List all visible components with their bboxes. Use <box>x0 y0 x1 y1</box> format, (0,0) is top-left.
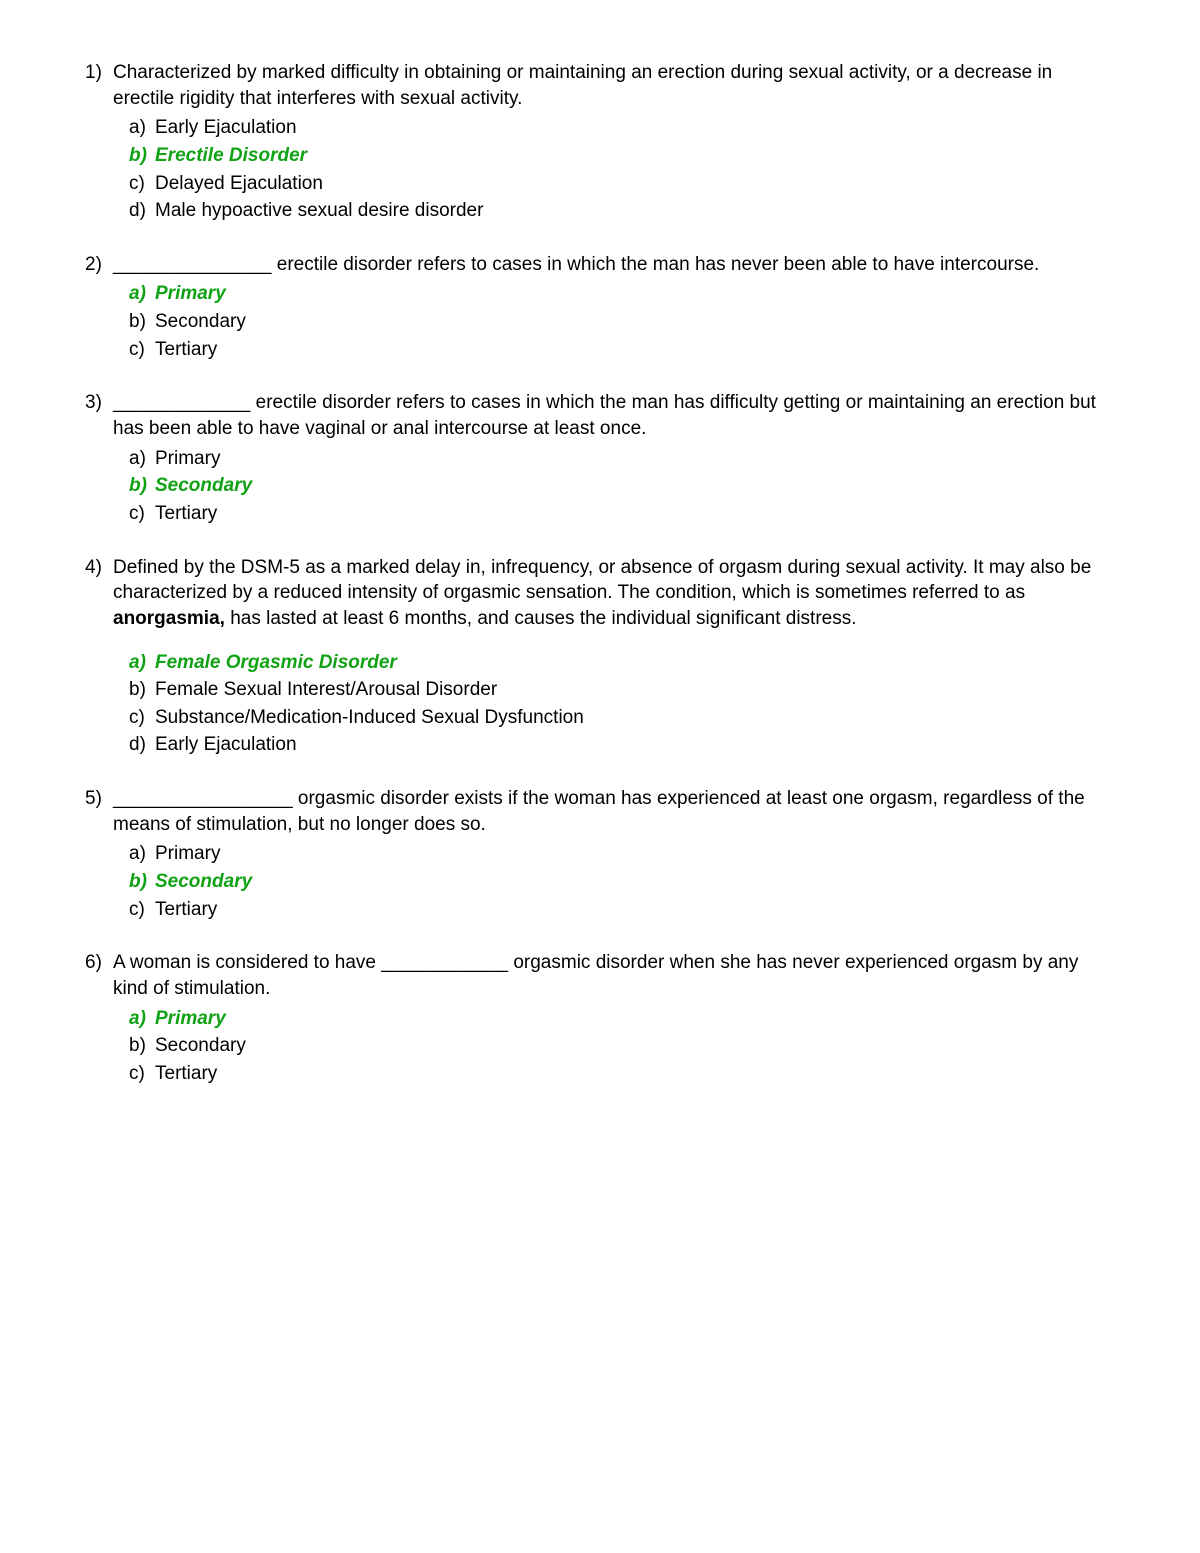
option-letter: c) <box>129 501 155 527</box>
question-stem: 3)_____________ erectile disorder refers… <box>85 390 1110 441</box>
option-a: a)Primary <box>129 281 1110 307</box>
options-list: a)Female Orgasmic Disorderb)Female Sexua… <box>129 650 1110 759</box>
option-a: a)Female Orgasmic Disorder <box>129 650 1110 676</box>
option-letter: d) <box>129 732 155 758</box>
question-stem: 6)A woman is considered to have ________… <box>85 950 1110 1001</box>
option-letter: c) <box>129 337 155 363</box>
options-list: a)Early Ejaculationb)Erectile Disorderc)… <box>129 115 1110 224</box>
option-text: Erectile Disorder <box>155 143 1110 169</box>
question-stem: 2)_______________ erectile disorder refe… <box>85 252 1110 278</box>
question-5: 5)_________________ orgasmic disorder ex… <box>85 786 1110 922</box>
question-number: 6) <box>85 950 113 976</box>
option-b: b)Secondary <box>129 473 1110 499</box>
option-text: Secondary <box>155 1033 1110 1059</box>
option-c: c)Tertiary <box>129 897 1110 923</box>
question-number: 4) <box>85 555 113 581</box>
option-c: c)Tertiary <box>129 337 1110 363</box>
option-text: Delayed Ejaculation <box>155 171 1110 197</box>
options-list: a)Primaryb)Secondaryc)Tertiary <box>129 841 1110 922</box>
question-number: 2) <box>85 252 113 278</box>
question-number: 1) <box>85 60 113 86</box>
option-text: Primary <box>155 281 1110 307</box>
option-a: a)Primary <box>129 1006 1110 1032</box>
quiz-container: 1)Characterized by marked difficulty in … <box>85 60 1110 1087</box>
option-c: c)Substance/Medication-Induced Sexual Dy… <box>129 705 1110 731</box>
option-letter: b) <box>129 1033 155 1059</box>
option-text: Tertiary <box>155 1061 1110 1087</box>
options-list: a)Primaryb)Secondaryc)Tertiary <box>129 1006 1110 1087</box>
option-letter: a) <box>129 115 155 141</box>
option-b: b)Female Sexual Interest/Arousal Disorde… <box>129 677 1110 703</box>
option-text: Secondary <box>155 869 1110 895</box>
option-letter: b) <box>129 677 155 703</box>
option-letter: b) <box>129 309 155 335</box>
spacer <box>85 632 1110 646</box>
option-text: Male hypoactive sexual desire disorder <box>155 198 1110 224</box>
option-text: Primary <box>155 841 1110 867</box>
option-letter: a) <box>129 446 155 472</box>
question-text: Defined by the DSM-5 as a marked delay i… <box>113 555 1110 632</box>
question-number: 3) <box>85 390 113 416</box>
option-b: b)Secondary <box>129 869 1110 895</box>
option-letter: a) <box>129 1006 155 1032</box>
question-6: 6)A woman is considered to have ________… <box>85 950 1110 1086</box>
option-letter: c) <box>129 1061 155 1087</box>
option-c: c)Delayed Ejaculation <box>129 171 1110 197</box>
option-text: Tertiary <box>155 897 1110 923</box>
option-letter: c) <box>129 171 155 197</box>
option-letter: c) <box>129 897 155 923</box>
option-c: c)Tertiary <box>129 1061 1110 1087</box>
question-3: 3)_____________ erectile disorder refers… <box>85 390 1110 526</box>
option-b: b)Secondary <box>129 1033 1110 1059</box>
option-letter: d) <box>129 198 155 224</box>
question-stem: 4)Defined by the DSM-5 as a marked delay… <box>85 555 1110 632</box>
option-text: Secondary <box>155 473 1110 499</box>
question-2: 2)_______________ erectile disorder refe… <box>85 252 1110 363</box>
question-text: Characterized by marked difficulty in ob… <box>113 60 1110 111</box>
option-letter: a) <box>129 650 155 676</box>
question-1: 1)Characterized by marked difficulty in … <box>85 60 1110 224</box>
option-letter: b) <box>129 869 155 895</box>
option-text: Early Ejaculation <box>155 115 1110 141</box>
option-text: Substance/Medication-Induced Sexual Dysf… <box>155 705 1110 731</box>
option-text: Female Sexual Interest/Arousal Disorder <box>155 677 1110 703</box>
option-a: a)Early Ejaculation <box>129 115 1110 141</box>
option-d: d)Male hypoactive sexual desire disorder <box>129 198 1110 224</box>
option-letter: a) <box>129 841 155 867</box>
option-text: Female Orgasmic Disorder <box>155 650 1110 676</box>
question-4: 4)Defined by the DSM-5 as a marked delay… <box>85 555 1110 758</box>
option-text: Tertiary <box>155 337 1110 363</box>
option-text: Primary <box>155 446 1110 472</box>
question-stem: 1)Characterized by marked difficulty in … <box>85 60 1110 111</box>
option-text: Secondary <box>155 309 1110 335</box>
option-text: Early Ejaculation <box>155 732 1110 758</box>
question-text: _________________ orgasmic disorder exis… <box>113 786 1110 837</box>
option-b: b)Erectile Disorder <box>129 143 1110 169</box>
option-letter: b) <box>129 143 155 169</box>
option-c: c)Tertiary <box>129 501 1110 527</box>
option-a: a)Primary <box>129 841 1110 867</box>
option-b: b)Secondary <box>129 309 1110 335</box>
question-text: _____________ erectile disorder refers t… <box>113 390 1110 441</box>
option-text: Primary <box>155 1006 1110 1032</box>
question-text: _______________ erectile disorder refers… <box>113 252 1110 278</box>
question-number: 5) <box>85 786 113 812</box>
question-stem: 5)_________________ orgasmic disorder ex… <box>85 786 1110 837</box>
options-list: a)Primaryb)Secondaryc)Tertiary <box>129 446 1110 527</box>
options-list: a)Primaryb)Secondaryc)Tertiary <box>129 281 1110 362</box>
option-letter: c) <box>129 705 155 731</box>
option-d: d)Early Ejaculation <box>129 732 1110 758</box>
option-a: a)Primary <box>129 446 1110 472</box>
option-letter: b) <box>129 473 155 499</box>
question-text: A woman is considered to have __________… <box>113 950 1110 1001</box>
option-text: Tertiary <box>155 501 1110 527</box>
option-letter: a) <box>129 281 155 307</box>
